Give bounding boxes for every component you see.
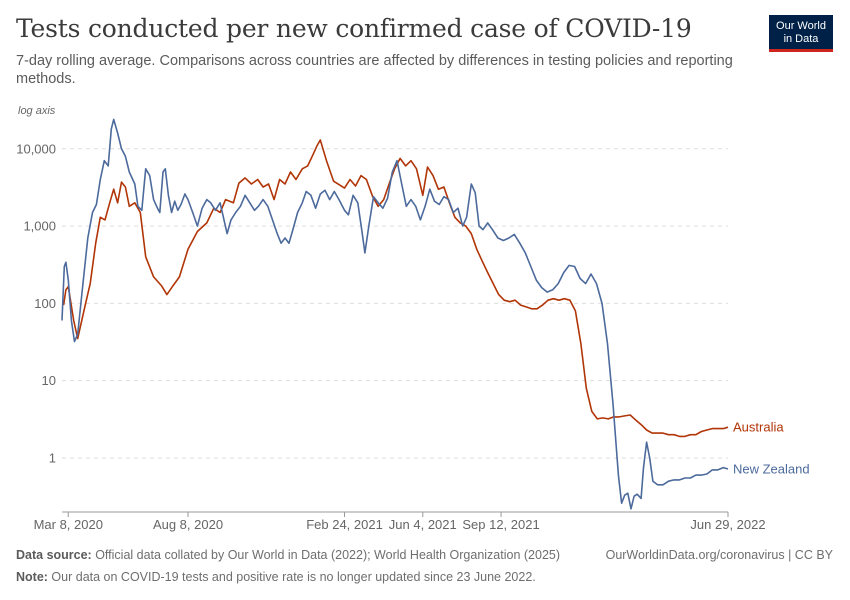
source-label: Data source: <box>16 548 92 562</box>
logo-line-1: Our World <box>776 20 826 32</box>
x-tick-label: Jun 29, 2022 <box>690 517 765 532</box>
series-line-new-zealand[interactable] <box>61 118 729 510</box>
series-labels: Australia New Zealand <box>733 420 810 477</box>
line-chart: log axis 1 10 100 1,000 10,000 Mar 8, 2020 Aug… <box>16 105 810 532</box>
x-tick-label: Aug 8, 2020 <box>153 517 223 532</box>
series-line-australia[interactable] <box>62 139 729 438</box>
y-axis-note: log axis <box>18 105 56 117</box>
chart-title: Tests conducted per new confirmed case o… <box>16 14 692 43</box>
chart-note: Note: Our data on COVID-19 tests and pos… <box>16 570 536 584</box>
y-tick-label: 100 <box>34 296 56 311</box>
y-tick-label: 10,000 <box>16 141 56 156</box>
x-tick-label: Sep 12, 2021 <box>462 517 539 532</box>
x-tick-label: Feb 24, 2021 <box>306 517 383 532</box>
data-source: Data source: Official data collated by O… <box>16 548 560 562</box>
series-label-new-zealand: New Zealand <box>733 461 810 476</box>
y-tick-label: 1 <box>49 450 56 465</box>
y-axis: log axis 1 10 100 1,000 10,000 <box>16 105 56 465</box>
note-label: Note: <box>16 570 48 584</box>
source-text: Official data collated by Our World in D… <box>91 548 561 562</box>
source-url-link[interactable]: OurWorldinData.org/coronavirus | CC BY <box>605 548 833 562</box>
series-lines <box>61 118 729 510</box>
y-tick-label: 1,000 <box>23 219 56 234</box>
logo-line-2: in Data <box>783 33 819 45</box>
x-axis: Mar 8, 2020 Aug 8, 2020 Feb 24, 2021 Jun 4,… <box>34 511 766 532</box>
x-tick-label: Jun 4, 2021 <box>389 517 457 532</box>
owid-logo[interactable]: Our World in Data <box>769 15 833 52</box>
note-text: Our data on COVID-19 tests and positive … <box>47 570 536 584</box>
chart-subtitle: 7-day rolling average. Comparisons acros… <box>16 53 733 87</box>
x-tick-label: Mar 8, 2020 <box>34 517 103 532</box>
series-label-australia: Australia <box>733 420 784 435</box>
y-tick-label: 10 <box>42 373 56 388</box>
